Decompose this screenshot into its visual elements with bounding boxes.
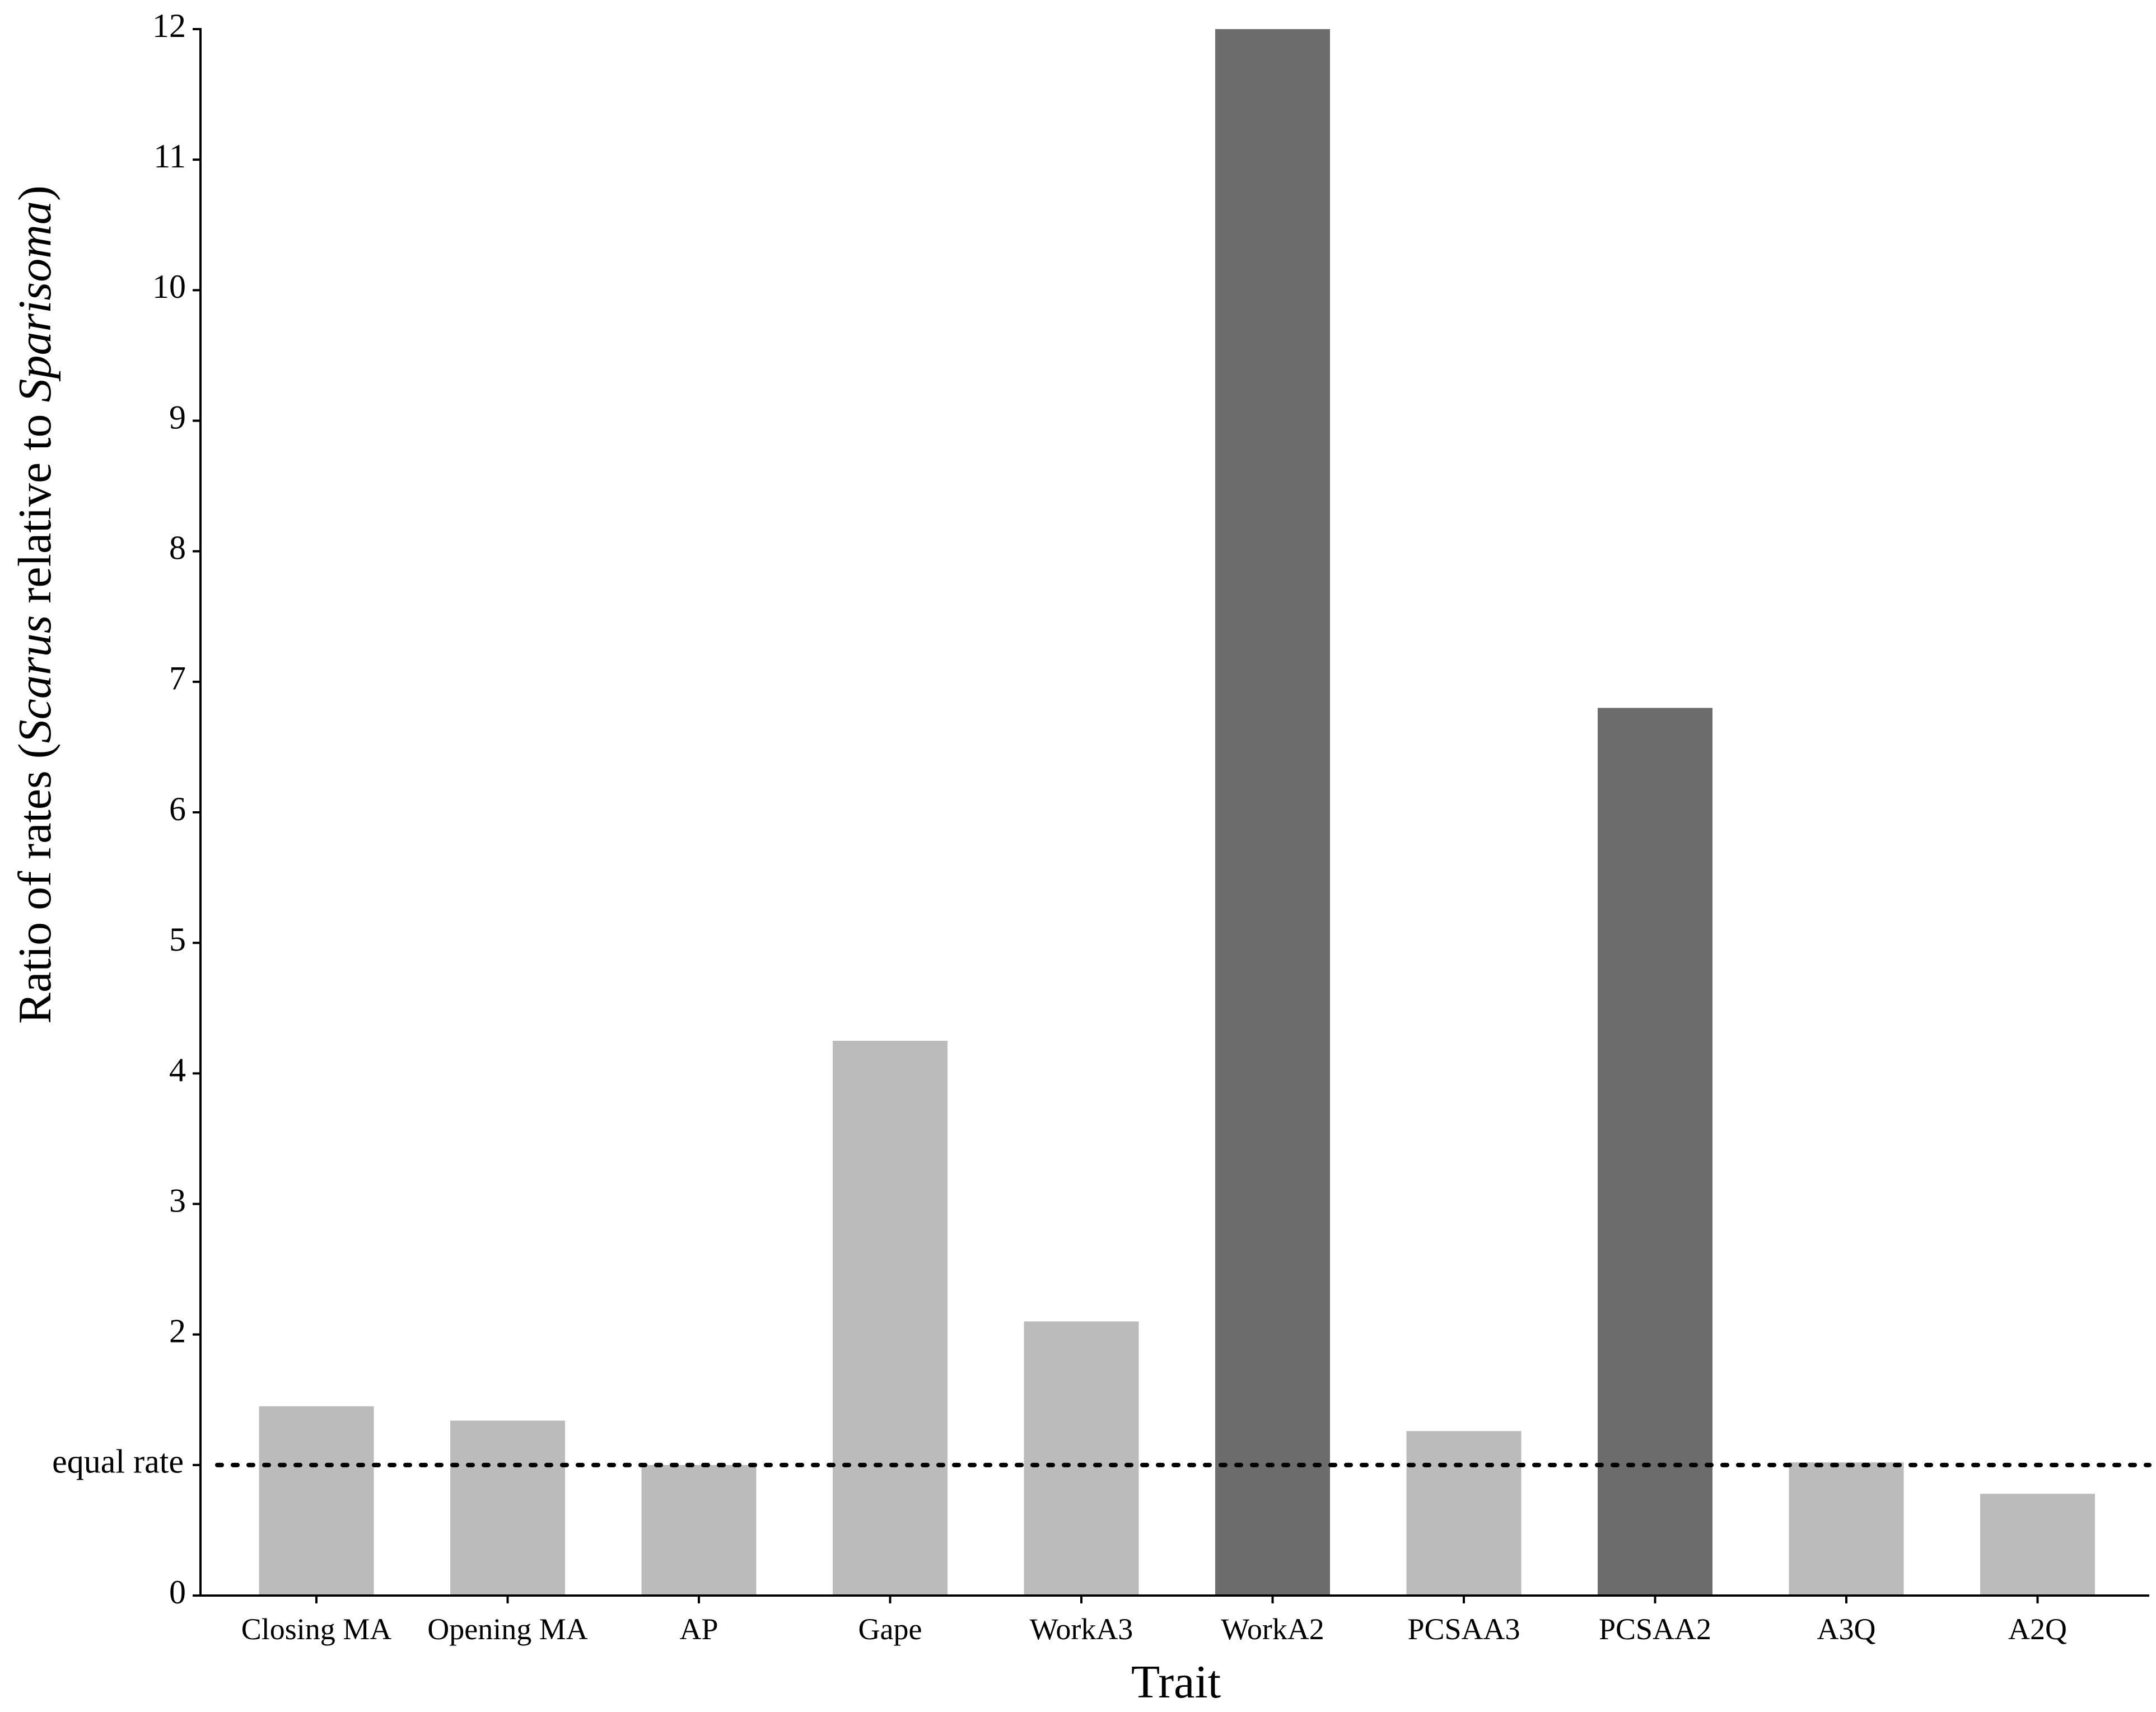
y-tick-label-0: 0 xyxy=(169,1574,186,1611)
bar-worka2 xyxy=(1215,29,1330,1596)
equal-rate-label: equal rate xyxy=(52,1443,184,1480)
bar-a2q xyxy=(1980,1494,2095,1596)
y-tick-label-11: 11 xyxy=(153,138,186,175)
y-tick-label-9: 9 xyxy=(169,399,186,436)
x-tick-label-gape: Gape xyxy=(858,1612,922,1646)
y-tick-label-2: 2 xyxy=(169,1312,186,1349)
x-tick-label-a2q: A2Q xyxy=(2008,1612,2067,1646)
y-axis-title-part-0: Ratio of rates ( xyxy=(9,743,61,1024)
bar-pcsaa2 xyxy=(1598,708,1712,1596)
x-tick-label-ap: AP xyxy=(679,1612,718,1646)
y-tick-label-12: 12 xyxy=(152,7,186,44)
x-axis-title: Trait xyxy=(1131,1656,1221,1708)
bar-pcsaa3 xyxy=(1406,1431,1522,1596)
y-axis-title-part-4: ) xyxy=(9,185,61,201)
axes-group: 0 2 3 4 5 6 7 8 9 10 11 12 Closing MA Opening MA AP Gap… xyxy=(152,7,2149,1646)
y-tick-label-8: 8 xyxy=(169,529,186,566)
x-tick-label-closing-ma: Closing MA xyxy=(241,1612,392,1646)
bars-group xyxy=(259,29,2095,1596)
x-tick-label-opening-ma: Opening MA xyxy=(427,1612,587,1646)
y-tick-label-7: 7 xyxy=(169,660,186,697)
y-axis-title-part-1: Scarus xyxy=(9,615,61,743)
bar-worka3 xyxy=(1024,1321,1139,1596)
bar-ap xyxy=(641,1465,757,1596)
x-tick-label-worka2: WorkA2 xyxy=(1221,1612,1324,1646)
y-tick-label-6: 6 xyxy=(169,790,186,827)
y-axis-title-part-3: Sparisoma xyxy=(9,201,61,402)
x-tick-label-pcsaa3: PCSAA3 xyxy=(1407,1612,1520,1646)
bar-gape xyxy=(833,1041,948,1596)
x-tick-label-worka3: WorkA3 xyxy=(1030,1612,1133,1646)
y-axis-title-part-2: relative to xyxy=(9,403,61,615)
y-tick-label-4: 4 xyxy=(169,1051,186,1088)
x-tick-label-a3q: A3Q xyxy=(1817,1612,1876,1646)
bar-closing-ma xyxy=(259,1406,374,1596)
y-tick-label-5: 5 xyxy=(169,921,186,958)
x-tick-label-pcsaa2: PCSAA2 xyxy=(1599,1612,1711,1646)
bar-a3q xyxy=(1789,1462,1904,1596)
bar-opening-ma xyxy=(450,1420,565,1596)
y-axis-title: Ratio of rates (Scarus relative to Spari… xyxy=(9,185,61,1024)
y-tick-label-10: 10 xyxy=(152,268,186,305)
y-tick-label-3: 3 xyxy=(169,1182,186,1219)
